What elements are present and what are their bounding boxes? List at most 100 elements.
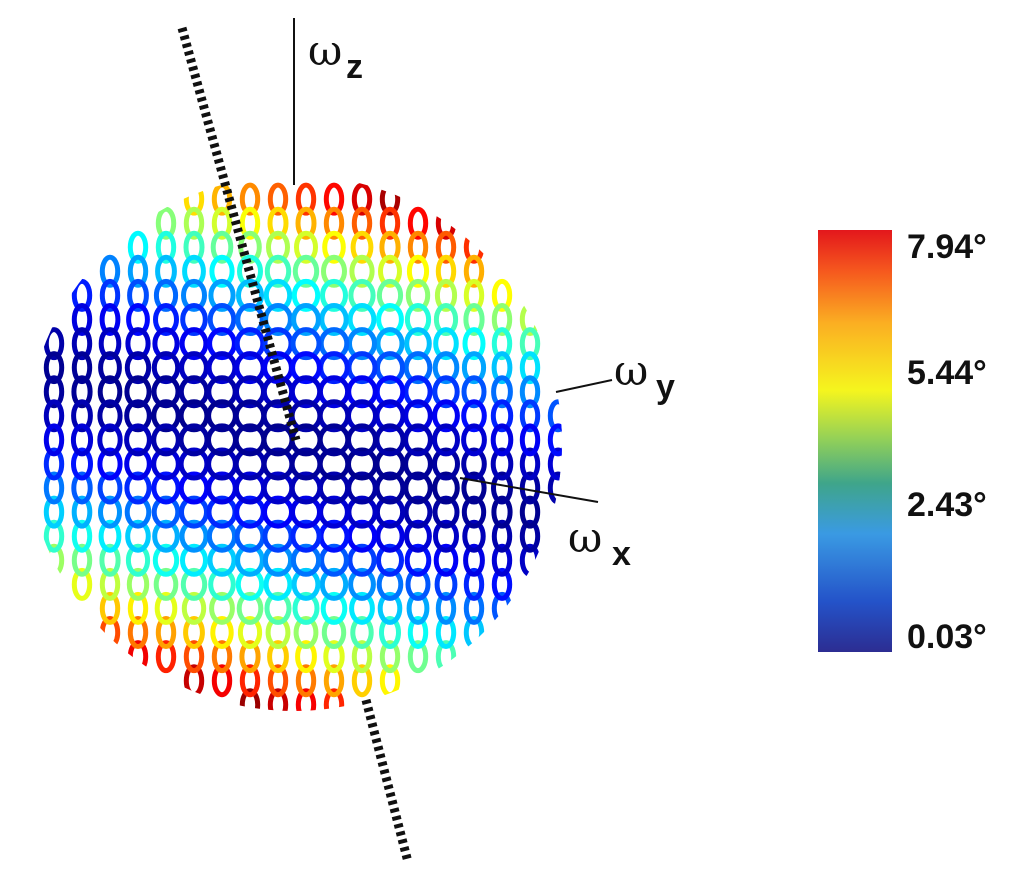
orientation-ring xyxy=(348,567,376,601)
orientation-ring xyxy=(319,303,349,336)
orientation-ring xyxy=(263,278,293,312)
orientation-ring xyxy=(432,351,460,385)
orientation-ring xyxy=(519,423,541,457)
orientation-ring xyxy=(179,351,209,385)
orientation-ring xyxy=(491,375,513,409)
orientation-ring xyxy=(433,303,459,336)
orientation-ring xyxy=(320,278,348,312)
orientation-ring xyxy=(99,567,121,601)
orientation-ring xyxy=(99,303,121,336)
orientation-ring xyxy=(208,567,236,601)
orientation-ring xyxy=(262,543,294,577)
orientation-ring xyxy=(99,254,121,288)
orientation-ring xyxy=(97,471,123,505)
orientation-ring xyxy=(404,543,432,577)
orientation-ring xyxy=(491,303,513,336)
orientation-ring xyxy=(151,495,181,529)
orientation-ring xyxy=(547,399,562,433)
orientation-ring xyxy=(349,254,375,288)
orientation-ring xyxy=(491,567,513,601)
orientation-ring xyxy=(235,567,265,601)
orientation-ring xyxy=(293,616,319,649)
orientation-ring xyxy=(263,567,293,601)
orientation-ring xyxy=(404,519,432,553)
orientation-ring xyxy=(350,616,374,649)
orientation-ring xyxy=(43,519,65,553)
orientation-ring xyxy=(323,640,345,674)
omega-y-axis-line xyxy=(555,379,613,393)
orientation-ring xyxy=(491,519,513,553)
orientation-ring xyxy=(491,471,513,505)
orientation-ring xyxy=(463,567,485,601)
orientation-ring xyxy=(295,688,317,711)
orientation-ring xyxy=(435,616,457,649)
orientation-ring xyxy=(435,230,457,264)
orientation-ring xyxy=(266,230,290,264)
orientation-ring xyxy=(290,495,322,529)
orientation-ring xyxy=(376,278,404,312)
orientation-ring xyxy=(71,351,93,385)
orientation-ring xyxy=(98,495,122,529)
orientation-ring xyxy=(125,327,151,361)
orientation-ring xyxy=(155,230,177,264)
orientation-ring xyxy=(208,278,236,312)
orientation-ring xyxy=(267,640,289,674)
orientation-ring xyxy=(207,327,237,361)
orientation-ring xyxy=(379,616,401,649)
orientation-ring xyxy=(267,688,289,711)
orientation-ring xyxy=(432,375,460,409)
orientation-ring xyxy=(127,254,149,288)
orientation-ring xyxy=(183,230,205,264)
orientation-ring xyxy=(155,254,177,288)
orientation-ring xyxy=(239,206,261,240)
orientation-ring xyxy=(99,278,121,312)
orientation-ring xyxy=(320,591,348,625)
orientation-ring xyxy=(350,230,374,264)
orientation-ring xyxy=(435,591,457,625)
orientation-ring xyxy=(155,616,177,649)
orientation-ring xyxy=(290,543,322,577)
orientation-ring xyxy=(463,303,485,336)
orientation-ring xyxy=(407,206,429,240)
orientation-ring xyxy=(124,495,152,529)
orientation-ring xyxy=(351,182,373,216)
orientation-ring xyxy=(183,640,205,674)
orientation-ring xyxy=(490,399,514,433)
omega-y-subscript: y xyxy=(656,368,675,406)
orientation-ring xyxy=(462,519,486,553)
orientation-ring xyxy=(319,567,349,601)
orientation-ring xyxy=(211,206,233,240)
orientation-ring xyxy=(152,327,180,361)
orientation-ring xyxy=(294,230,318,264)
orientation-ring xyxy=(267,664,289,698)
orientation-ring xyxy=(236,278,264,312)
orientation-ring xyxy=(98,351,122,385)
orientation-ring xyxy=(126,303,150,336)
orientation-ring xyxy=(292,254,320,288)
orientation-ring xyxy=(461,495,487,529)
orientation-ring xyxy=(349,591,375,625)
orientation-ring xyxy=(290,351,322,385)
orientation-ring xyxy=(154,591,178,625)
orientation-ring xyxy=(211,640,233,674)
orientation-ring xyxy=(407,640,429,674)
orientation-ring xyxy=(405,567,431,601)
orientation-ring xyxy=(151,351,181,385)
orientation-ring xyxy=(432,447,460,481)
orientation-ring xyxy=(99,543,121,577)
orientation-ring xyxy=(70,423,94,457)
orientation-ring xyxy=(151,471,181,505)
orientation-ring xyxy=(403,471,433,505)
orientation-ring xyxy=(322,230,346,264)
orientation-ring xyxy=(124,423,152,457)
orientation-ring xyxy=(124,351,152,385)
orientation-ring xyxy=(71,399,93,433)
omega-x-label: ω x xyxy=(568,513,631,573)
orientation-ring xyxy=(126,567,150,601)
orientation-ring xyxy=(71,495,93,529)
orientation-ring xyxy=(97,423,123,457)
orientation-ring xyxy=(348,278,376,312)
orientation-ring xyxy=(152,519,180,553)
orientation-ring xyxy=(406,591,430,625)
orientation-ring xyxy=(547,423,562,457)
